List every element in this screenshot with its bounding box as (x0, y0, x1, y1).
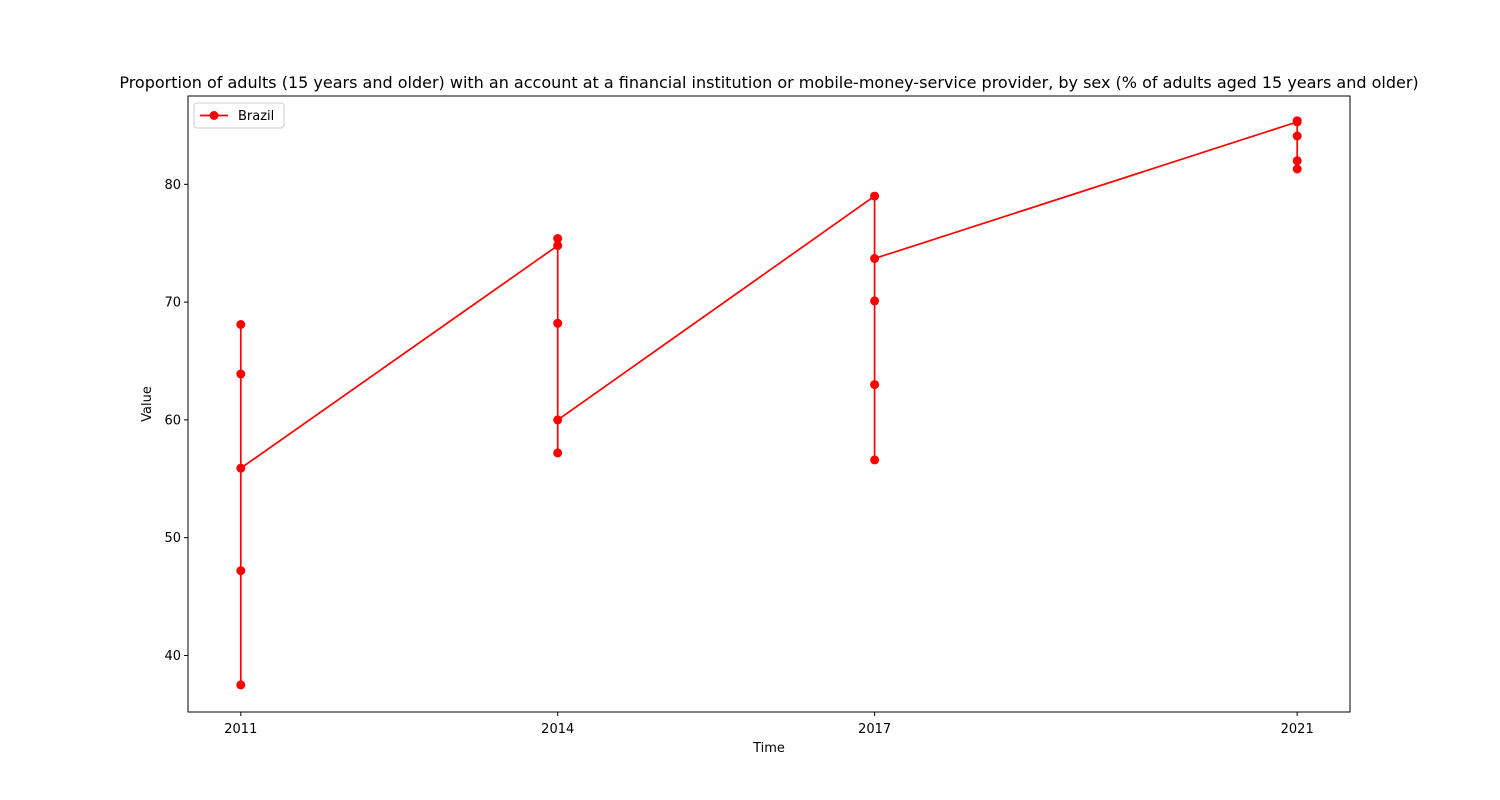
data-point (236, 680, 246, 690)
legend-entry-brazil: Brazil (238, 109, 274, 124)
chart-title: Proportion of adults (15 years and older… (119, 73, 1418, 92)
y-tick-label: 50 (164, 531, 181, 546)
x-tick-label: 2011 (224, 722, 257, 737)
legend-box (193, 102, 285, 129)
y-tick-label: 70 (164, 296, 181, 311)
data-point (1292, 131, 1302, 141)
data-point (236, 369, 246, 379)
x-tick-label: 2021 (1281, 722, 1314, 737)
data-point (870, 380, 880, 390)
data-point (1292, 116, 1302, 126)
data-point (236, 463, 246, 473)
data-point (870, 455, 880, 465)
legend-marker-swatch (209, 111, 219, 120)
data-point (553, 318, 563, 328)
y-axis: 40 50 60 70 80 (164, 178, 188, 664)
x-axis: 2011 2014 2017 2021 (224, 712, 1314, 737)
series-line-brazil (239, 119, 1299, 686)
data-point (870, 191, 880, 201)
x-axis-label: Time (752, 741, 785, 756)
plot-area (236, 116, 1302, 690)
x-tick-label: 2014 (541, 722, 574, 737)
legend: Brazil (193, 102, 285, 129)
data-point (1292, 156, 1302, 166)
x-tick-label: 2017 (858, 722, 891, 737)
data-point (553, 415, 563, 425)
data-point (870, 254, 880, 263)
y-tick-label: 60 (164, 413, 181, 428)
data-point (553, 234, 563, 243)
y-tick-label: 40 (164, 649, 181, 664)
plot-frame (187, 95, 1351, 713)
data-point (553, 241, 563, 251)
data-point (236, 566, 246, 576)
data-point (870, 296, 880, 306)
y-tick-label: 80 (164, 178, 181, 193)
data-point (236, 320, 246, 329)
y-axis-label: Value (140, 386, 155, 422)
data-point (1292, 164, 1302, 174)
data-point (553, 448, 563, 458)
